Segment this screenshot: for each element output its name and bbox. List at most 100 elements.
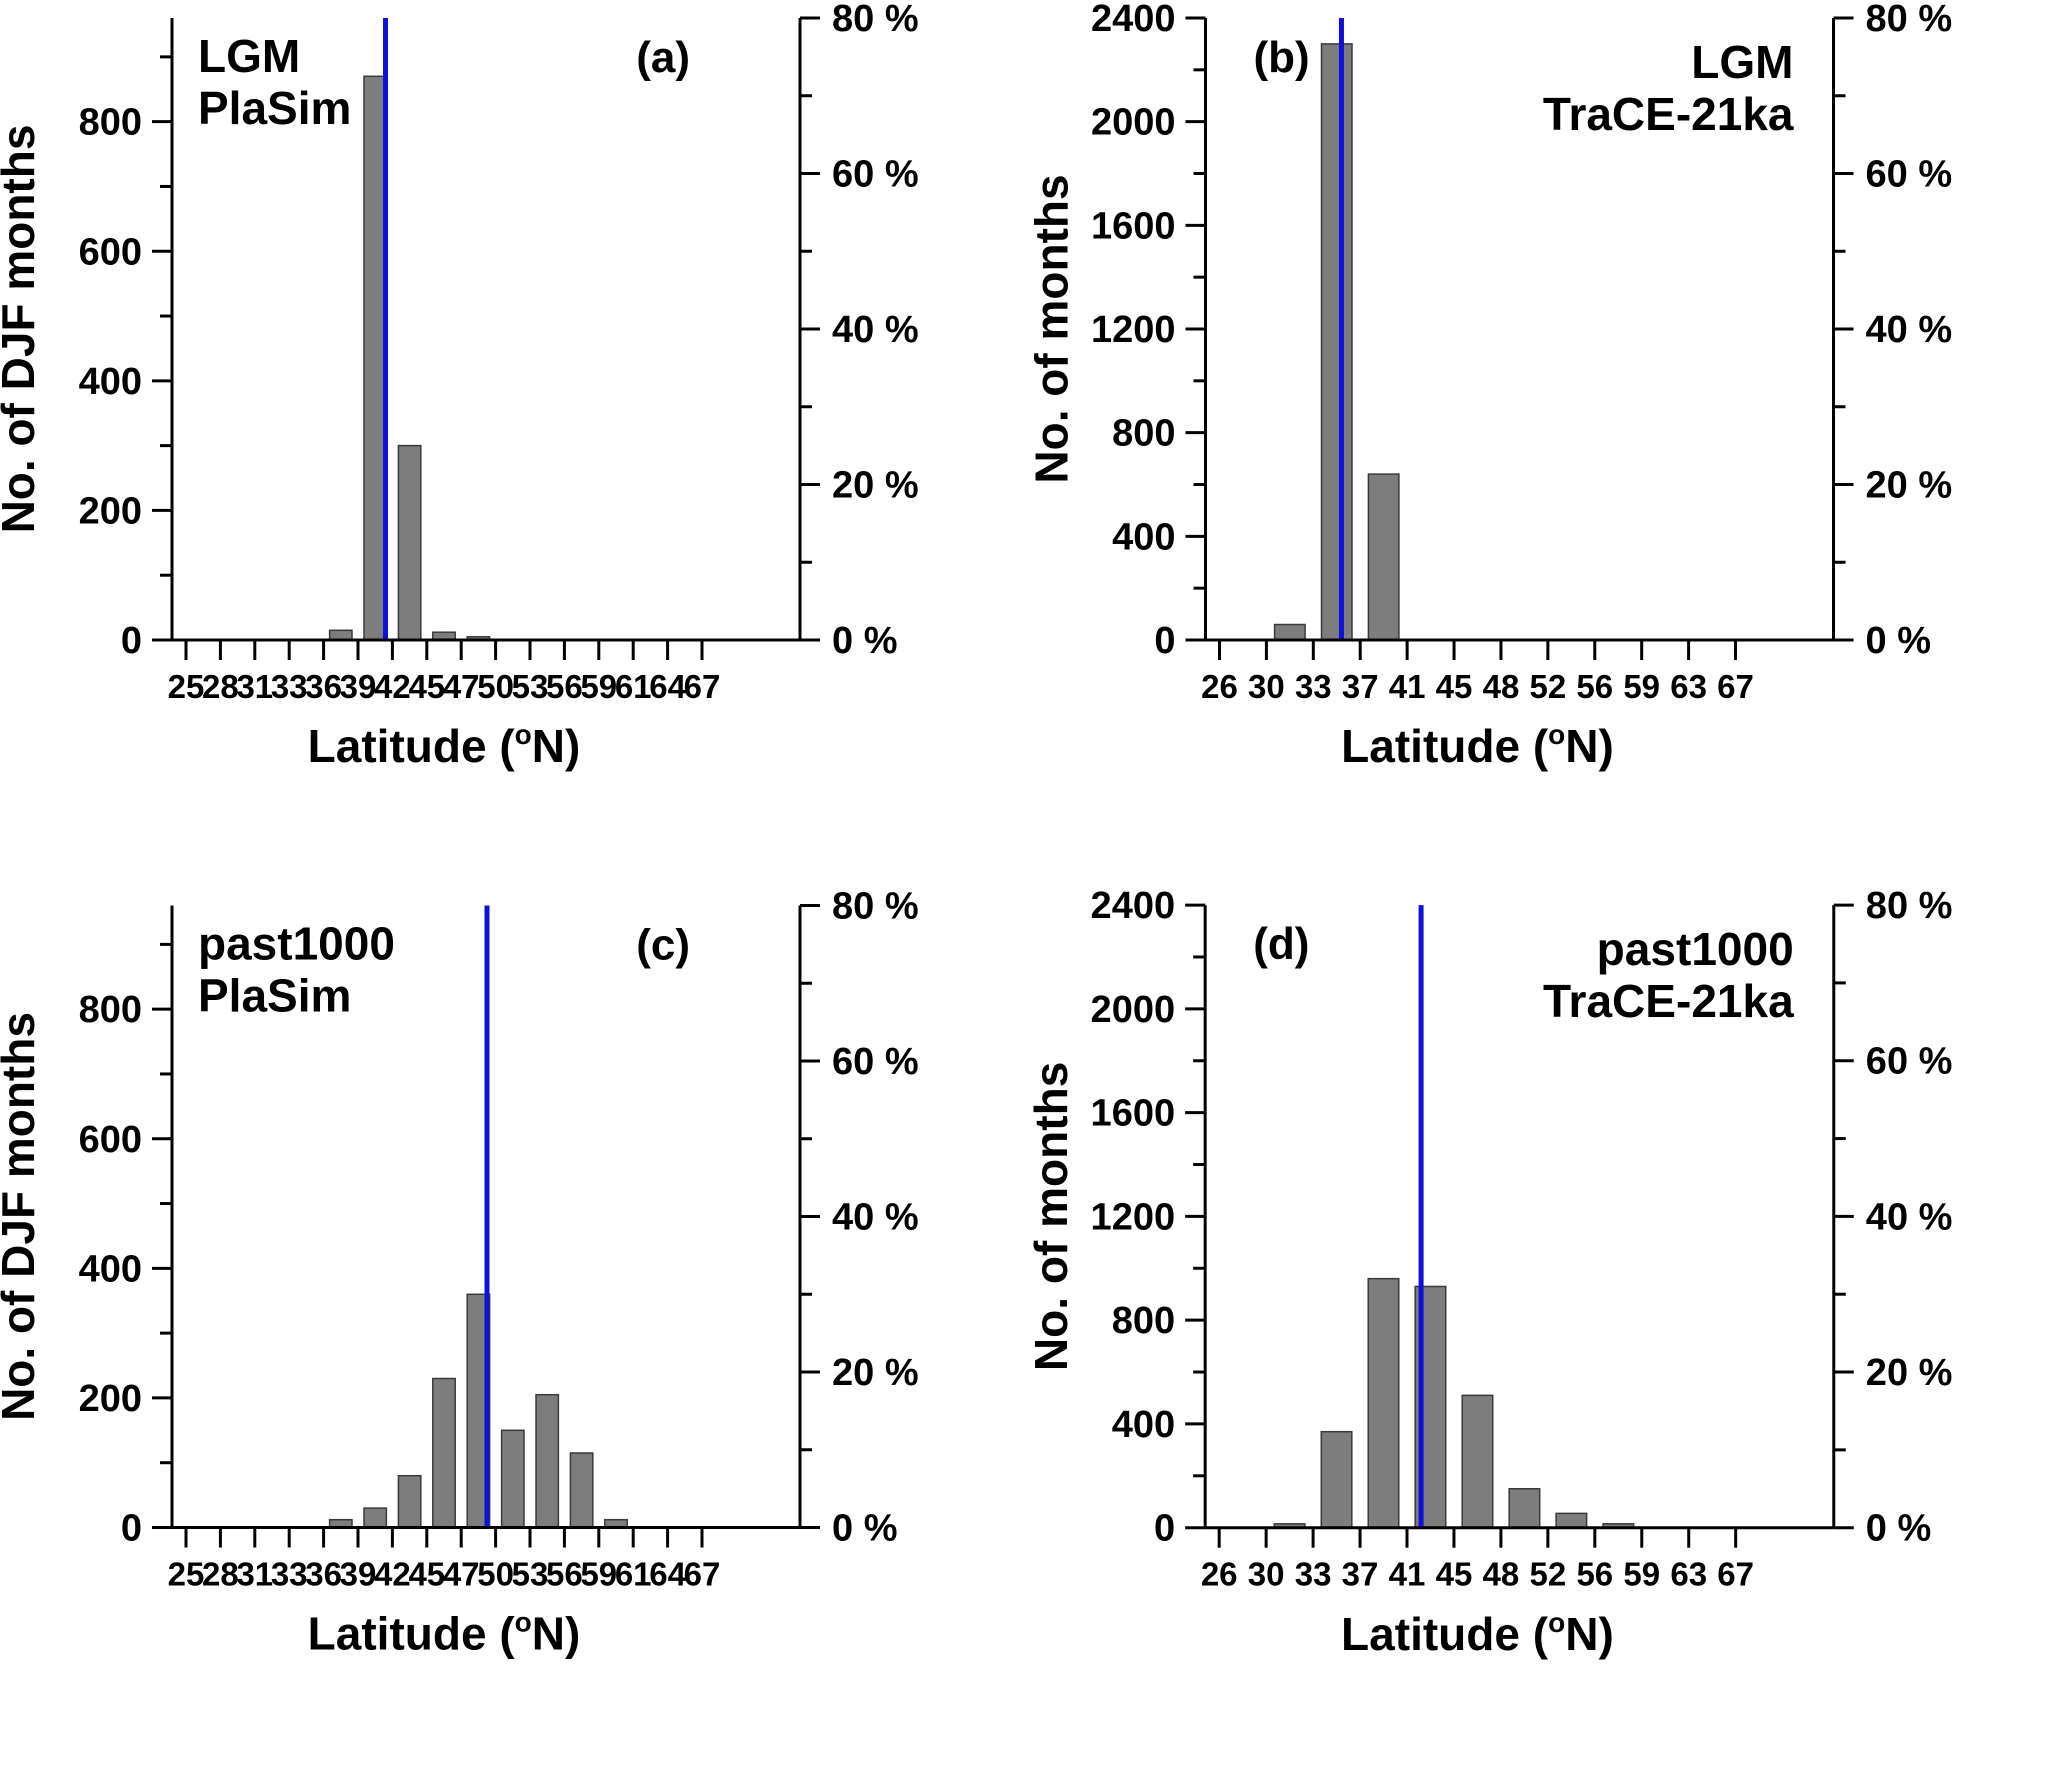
panel-title-line: PlaSim [198,970,351,1022]
x-tick-label: 42 [374,668,411,705]
panel-c-past1000-plasim: 0200400600800252831333639424547505356596… [0,887,1033,1775]
y-axis-label: No. of months [1033,174,1078,483]
percent-tick-label: 80 % [832,887,919,928]
x-tick-label: 45 [1436,1556,1473,1593]
y-tick-label: 0 [1154,620,1175,662]
y-tick-label: 0 [1154,1508,1175,1550]
x-tick-label: 67 [1717,1556,1754,1593]
x-tick-label: 47 [443,1556,480,1593]
histogram-bar [397,444,422,641]
x-axis-label: Latitude (oN) [1341,1607,1614,1660]
x-tick-label: 25 [168,1556,205,1593]
percent-tick-label: 20 % [832,465,919,507]
percent-tick-label: 40 % [1866,1196,1953,1238]
x-tick-label: 50 [477,1556,514,1593]
percent-tick-label: 20 % [1866,1352,1953,1394]
histogram-bar [569,1452,594,1529]
percent-tick-label: 60 % [832,154,919,196]
x-tick-label: 26 [1201,668,1238,705]
x-tick-label: 48 [1483,1556,1520,1593]
panel-title-line: past1000 [1597,923,1794,975]
x-tick-label: 33 [1295,668,1332,705]
x-tick-label: 53 [512,1556,549,1593]
panel-c-content: 0200400600800252831333639424547505356596… [0,887,919,1660]
y-tick-label: 2000 [1091,989,1176,1031]
panel-d-content: 0 400 800 1200 1600 2000 2400 26 30 33 37 41 45 48 52 5… [1033,887,1952,1660]
x-axis-label: Latitude (oN) [308,1607,581,1660]
x-tick-label: 56 [1576,1556,1613,1593]
x-tick-label: 25 [168,668,205,705]
panel-title-line: past1000 [198,918,395,970]
y-tick-label: 400 [79,361,142,403]
percent-tick-label: 0 % [832,620,897,662]
x-tick-label: 64 [649,1556,686,1593]
x-tick-label: 30 [1248,668,1285,705]
y-tick-label: 1600 [1091,1093,1176,1135]
histogram-bar [1320,1430,1353,1529]
x-tick-label: 30 [1248,1556,1285,1593]
x-tick-label: 41 [1389,1556,1426,1593]
percent-tick-label: 40 % [832,1197,919,1239]
percent-tick-label: 40 % [1866,309,1953,351]
x-tick-label: 45 [408,1556,445,1593]
x-tick-label: 33 [1295,1556,1332,1593]
x-tick-label: 56 [1576,668,1613,705]
percent-tick-label: 80 % [1866,0,1953,40]
percent-tick-label: 0 % [1866,620,1931,662]
histogram-bar [432,1377,456,1529]
histogram-bar [363,1507,388,1529]
percent-tick-label: 60 % [1866,1041,1953,1083]
x-tick-label: 67 [684,668,721,705]
x-tick-label: 56 [546,1556,583,1593]
x-tick-label: 37 [1342,1556,1379,1593]
x-tick-label: 61 [615,1556,652,1593]
y-tick-label: 1600 [1091,205,1176,247]
x-tick-label: 39 [340,1556,377,1593]
y-tick-label: 400 [1112,516,1175,558]
y-tick-label: 200 [79,1378,142,1420]
panel-title-line: PlaSim [198,82,351,134]
x-tick-label: 52 [1530,668,1567,705]
y-tick-label: 1200 [1091,309,1176,351]
y-tick-label: 200 [79,490,142,532]
percent-tick-label: 60 % [1866,154,1953,196]
x-tick-label: 33 [271,1556,308,1593]
y-tick-label: 400 [79,1248,142,1290]
y-axis-label: No. of DJF months [0,125,44,534]
percent-tick-label: 80 % [832,0,919,40]
x-tick-label: 33 [271,668,308,705]
histogram-bar [500,1429,525,1529]
histogram-bar [397,1474,422,1529]
x-tick-label: 45 [408,668,445,705]
panel-title-line: TraCE-21ka [1543,88,1794,140]
percent-tick-label: 0 % [1866,1508,1932,1550]
percent-tick-label: 20 % [832,1352,919,1394]
x-tick-label: 42 [374,1556,411,1593]
y-tick-label: 800 [1112,1300,1175,1342]
histogram-bar [1555,1512,1588,1529]
histogram-bar [1367,1277,1400,1529]
percent-tick-label: 80 % [1866,887,1953,927]
histogram-bar [1273,623,1306,641]
x-tick-label: 50 [477,668,514,705]
x-tick-label: 28 [202,668,239,705]
y-tick-label: 1200 [1091,1196,1176,1238]
x-tick-label: 59 [1623,668,1660,705]
x-tick-label: 37 [1342,668,1379,705]
histogram-bar [1461,1394,1494,1529]
percent-tick-label: 20 % [1866,465,1953,507]
y-tick-label: 2400 [1091,887,1176,927]
x-tick-label: 48 [1483,668,1520,705]
panel-title-line: LGM [198,30,300,82]
y-tick-label: 800 [1112,413,1175,455]
panel-letter: (c) [636,921,690,970]
x-tick-label: 67 [1717,668,1754,705]
x-tick-label: 36 [305,668,342,705]
y-tick-label: 800 [79,102,142,144]
panel-title-line: TraCE-21ka [1543,975,1794,1027]
x-tick-label: 47 [443,668,480,705]
x-tick-label: 63 [1670,1556,1707,1593]
percent-tick-label: 0 % [832,1508,897,1550]
